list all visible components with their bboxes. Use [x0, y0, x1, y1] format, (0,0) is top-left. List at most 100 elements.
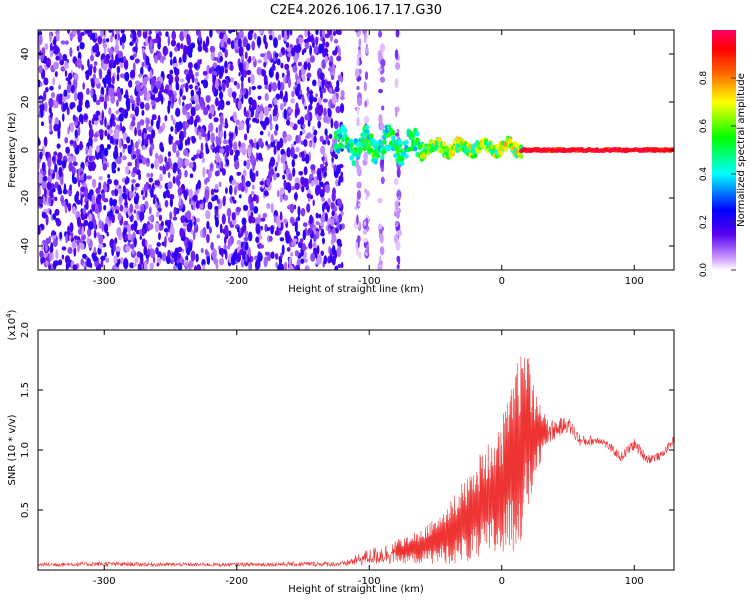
heatmap-cell — [164, 240, 167, 248]
heatmap-cell — [164, 199, 169, 208]
heatmap-cell — [263, 61, 267, 68]
heatmap-cell — [297, 216, 301, 221]
heatmap-cell — [377, 197, 383, 204]
heatmap-cell — [198, 30, 202, 42]
heatmap-cell — [295, 146, 300, 153]
heatmap-cell — [111, 75, 115, 85]
heatmap-cell — [259, 180, 265, 186]
heatmap-cell — [90, 87, 94, 99]
heatmap-cell — [230, 40, 235, 50]
heatmap-cell — [109, 139, 115, 144]
heatmap-cell — [297, 264, 300, 270]
heatmap-cell — [242, 88, 247, 95]
heatmap-cell — [41, 103, 45, 112]
heatmap-cell — [231, 211, 236, 221]
snr-multiplier-exp: 4 — [5, 313, 13, 318]
heatmap-cell — [395, 148, 400, 154]
heatmap-cell — [202, 264, 206, 270]
heatmap-cell — [146, 157, 150, 164]
heatmap-cell — [88, 154, 93, 162]
heatmap-cell — [154, 54, 158, 64]
heatmap-cell — [336, 79, 340, 89]
heatmap-cell — [158, 232, 161, 241]
heatmap-cell — [296, 231, 301, 237]
heatmap-cell — [76, 216, 82, 228]
heatmap-cell — [179, 227, 184, 238]
heatmap-cell — [301, 94, 305, 105]
heatmap-cell — [49, 189, 54, 199]
heatmap-cell — [87, 58, 90, 68]
heatmap-cell — [199, 203, 204, 211]
heatmap-cell — [325, 41, 330, 48]
spectrogram-x-tick-label: -100 — [358, 276, 381, 287]
heatmap-cell — [255, 170, 259, 177]
heatmap-cell — [378, 260, 383, 265]
heatmap-cell — [87, 66, 93, 76]
heatmap-cell — [60, 194, 65, 204]
heatmap-cell — [261, 121, 264, 128]
heatmap-cell — [109, 197, 114, 207]
heatmap-cell — [132, 53, 137, 58]
heatmap-cell — [334, 265, 339, 270]
snr-y-axis-label: SNR (10 * v/v) — [7, 414, 18, 485]
heatmap-cell — [113, 255, 118, 264]
heatmap-cell — [270, 251, 275, 259]
heatmap-cell — [232, 199, 237, 204]
heatmap-cell — [49, 169, 54, 175]
heatmap-cell — [269, 156, 276, 167]
heatmap-cell — [298, 37, 304, 43]
heatmap-cell — [57, 128, 61, 139]
heatmap-cell — [364, 116, 370, 123]
heatmap-cell — [45, 57, 51, 69]
heatmap-cell — [324, 165, 327, 173]
heatmap-cell — [219, 223, 223, 234]
heatmap-cell — [169, 258, 175, 265]
heatmap-cell — [236, 171, 242, 176]
heatmap-cell — [134, 106, 139, 117]
heatmap-cell — [290, 98, 295, 104]
heatmap-cell — [62, 113, 65, 122]
heatmap-cell — [328, 133, 333, 139]
heatmap-cell — [72, 102, 76, 108]
heatmap-cell — [65, 146, 70, 154]
heatmap-cell — [362, 146, 367, 152]
heatmap-cell — [283, 261, 288, 270]
heatmap-cell — [212, 62, 218, 68]
heatmap-cell — [238, 140, 241, 148]
heatmap-cell — [280, 62, 284, 69]
heatmap-cell — [300, 151, 305, 159]
heatmap-cell — [253, 194, 258, 201]
heatmap-cell — [202, 79, 209, 89]
heatmap-cell — [133, 209, 137, 214]
heatmap-cell — [197, 44, 203, 53]
heatmap-cell — [210, 163, 213, 169]
heatmap-cell — [82, 253, 87, 259]
heatmap-cell — [284, 76, 288, 84]
heatmap-cell — [92, 73, 96, 80]
heatmap-cell — [335, 106, 341, 114]
heatmap-cell — [126, 136, 131, 144]
heatmap-cell — [286, 30, 290, 37]
heatmap-cell — [45, 214, 49, 226]
heatmap-cell — [107, 127, 113, 135]
heatmap-cell — [132, 262, 138, 268]
snr-multiplier: (x104) — [5, 309, 18, 340]
heatmap-cell — [173, 250, 177, 256]
heatmap-cell — [94, 77, 100, 85]
heatmap-cell — [148, 223, 154, 230]
heatmap-cell — [214, 184, 219, 191]
heatmap-cell — [299, 238, 304, 244]
heatmap-cell — [43, 252, 48, 258]
heatmap-cell — [174, 75, 180, 83]
heatmap-cell — [279, 187, 285, 196]
heatmap-cell — [242, 223, 247, 233]
heatmap-cell — [322, 98, 328, 103]
heatmap-cell — [219, 99, 225, 111]
heatmap-cell — [202, 229, 206, 238]
heatmap-cell — [472, 153, 478, 159]
heatmap-cell — [321, 197, 325, 202]
heatmap-cell — [298, 171, 304, 176]
heatmap-cell — [177, 246, 183, 253]
heatmap-cell — [233, 80, 238, 86]
